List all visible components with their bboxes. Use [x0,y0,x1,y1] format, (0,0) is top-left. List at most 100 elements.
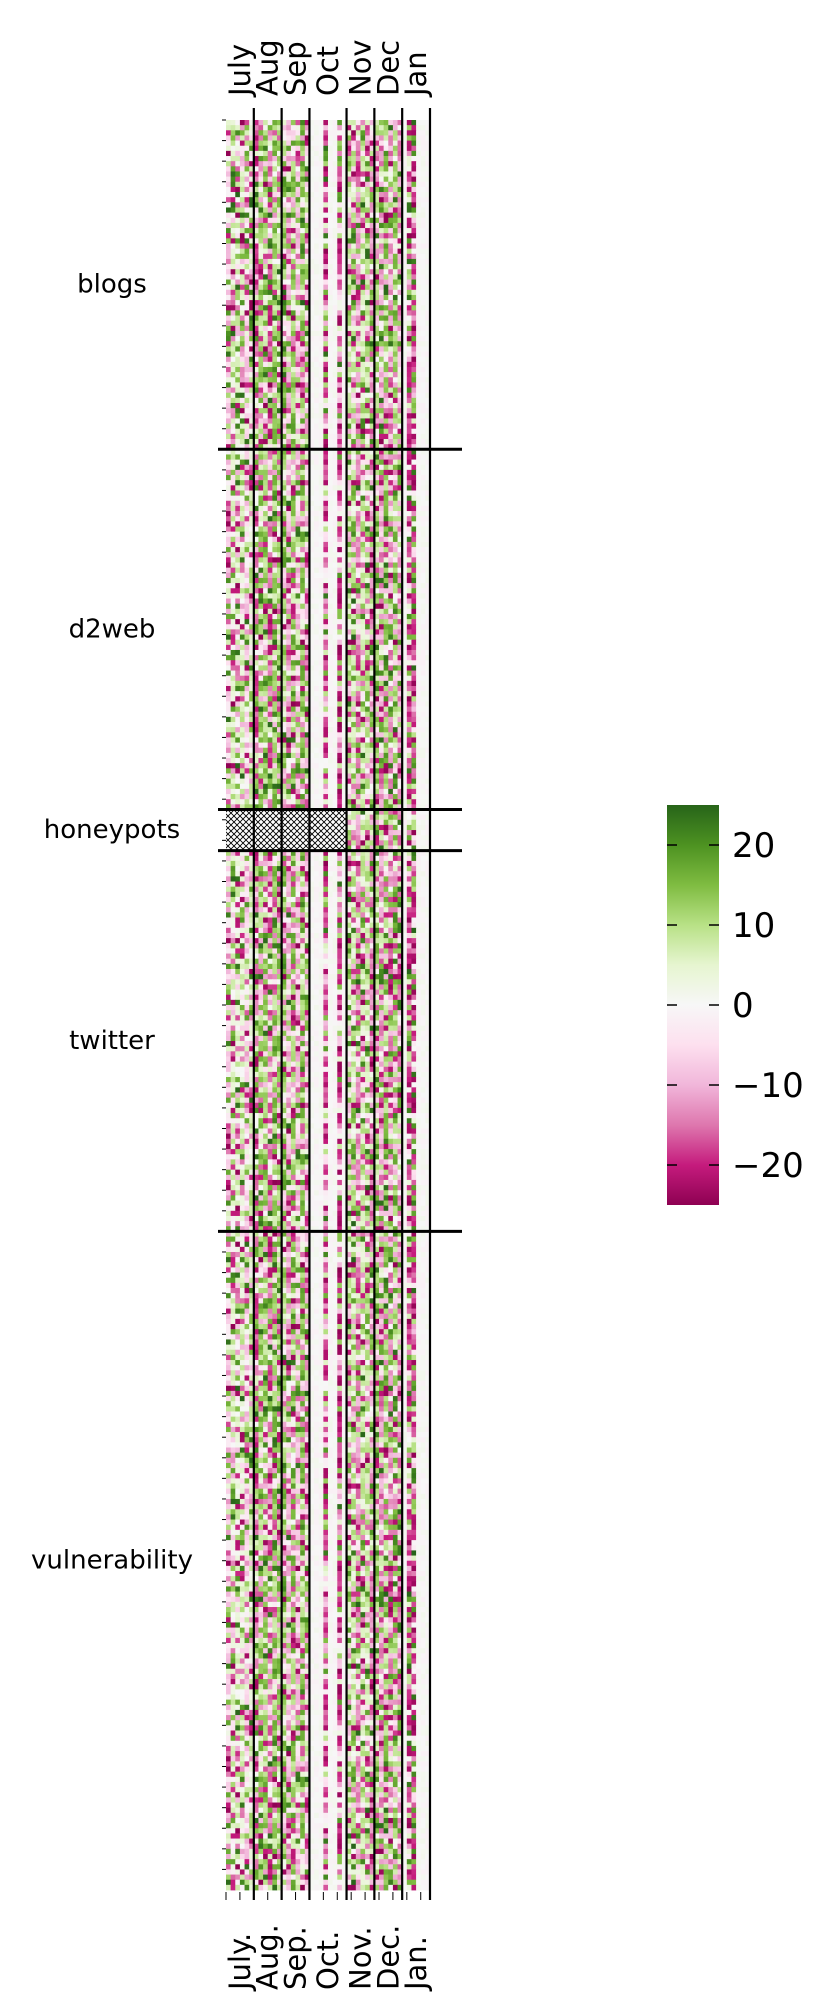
heatmap-cell [296,480,301,486]
heatmap-cell [337,372,342,378]
heatmap-cell [356,249,361,255]
heatmap-cell [328,367,333,373]
heatmap-cell [337,295,342,301]
heatmap-cell [319,202,324,208]
heatmap-cell [333,269,338,275]
heatmap-cell [314,388,319,394]
heatmap-cell [356,161,361,167]
heatmap-cell [411,490,416,496]
heatmap-cell [231,362,236,368]
heatmap-cell [351,285,356,291]
heatmap-cell [360,331,365,337]
heatmap-cell [416,547,421,553]
heatmap-cell [291,624,296,630]
heatmap-cell [337,177,342,183]
heatmap-cell [356,408,361,414]
heatmap-cell [328,563,333,569]
heatmap-cell [226,650,231,656]
heatmap-cell [268,238,273,244]
heatmap-cell [356,346,361,352]
heatmap-cell [411,377,416,383]
heatmap-cell [291,516,296,522]
heatmap-cell [384,135,389,141]
heatmap-cell [351,552,356,558]
heatmap-cell [268,316,273,322]
heatmap-cell [268,676,273,682]
heatmap-cell [384,166,389,172]
heatmap-cell [296,146,301,152]
heatmap-cell [356,310,361,316]
heatmap-cell [226,161,231,167]
heatmap-cell [360,460,365,466]
heatmap-cell [272,151,277,157]
heatmap-cell [360,120,365,126]
heatmap-cell [314,171,319,177]
heatmap-cell [291,156,296,162]
heatmap-cell [416,521,421,527]
heatmap-cell [379,213,384,219]
heatmap-cell [337,557,342,563]
heatmap-cell [245,182,250,188]
heatmap-cell [360,604,365,610]
heatmap-cell [421,547,426,553]
heatmap-cell [258,238,263,244]
heatmap-cell [379,316,384,322]
heatmap-cell [356,367,361,373]
heatmap-cell [421,557,426,563]
heatmap-cell [323,300,328,306]
heatmap-cell [296,434,301,440]
heatmap-cell [314,398,319,404]
heatmap-cell [272,557,277,563]
heatmap-cell [407,460,412,466]
heatmap-cell [365,532,370,538]
heatmap-cell [272,521,277,527]
heatmap-cell [356,490,361,496]
heatmap-cell [300,501,305,507]
heatmap-cell [421,393,426,399]
heatmap-cell [384,295,389,301]
heatmap-cell [421,686,426,692]
heatmap-cell [337,701,342,707]
heatmap-cell [411,331,416,337]
heatmap-cell [231,588,236,594]
heatmap-cell [328,516,333,522]
heatmap-cell [258,557,263,563]
heatmap-cell [263,460,268,466]
heatmap-cell [333,130,338,136]
heatmap-cell [272,197,277,203]
heatmap-cell [291,490,296,496]
heatmap-cell [356,614,361,620]
heatmap-cell [393,460,398,466]
heatmap-cell [360,382,365,388]
heatmap-cell [416,691,421,697]
heatmap-cell [407,161,412,167]
heatmap-cell [226,645,231,651]
heatmap-cell [407,526,412,532]
heatmap-cell [421,326,426,332]
heatmap-cell [337,331,342,337]
heatmap-cell [235,480,240,486]
heatmap-cell [263,490,268,496]
heatmap-cell [393,470,398,476]
heatmap-cell [291,460,296,466]
heatmap-cell [231,516,236,522]
heatmap-cell [384,485,389,491]
heatmap-cell [272,259,277,265]
heatmap-cell [360,599,365,605]
heatmap-cell [240,403,245,409]
heatmap-cell [231,568,236,574]
heatmap-cell [258,418,263,424]
heatmap-cell [231,346,236,352]
heatmap-cell [411,357,416,363]
heatmap-cell [235,398,240,404]
heatmap-cell [323,264,328,270]
heatmap-cell [388,357,393,363]
heatmap-cell [291,120,296,126]
heatmap-cell [328,635,333,641]
heatmap-cell [416,316,421,322]
heatmap-cell [245,454,250,460]
heatmap-cell [323,532,328,538]
heatmap-cell [388,470,393,476]
heatmap-cell [300,233,305,239]
heatmap-cell [263,310,268,316]
